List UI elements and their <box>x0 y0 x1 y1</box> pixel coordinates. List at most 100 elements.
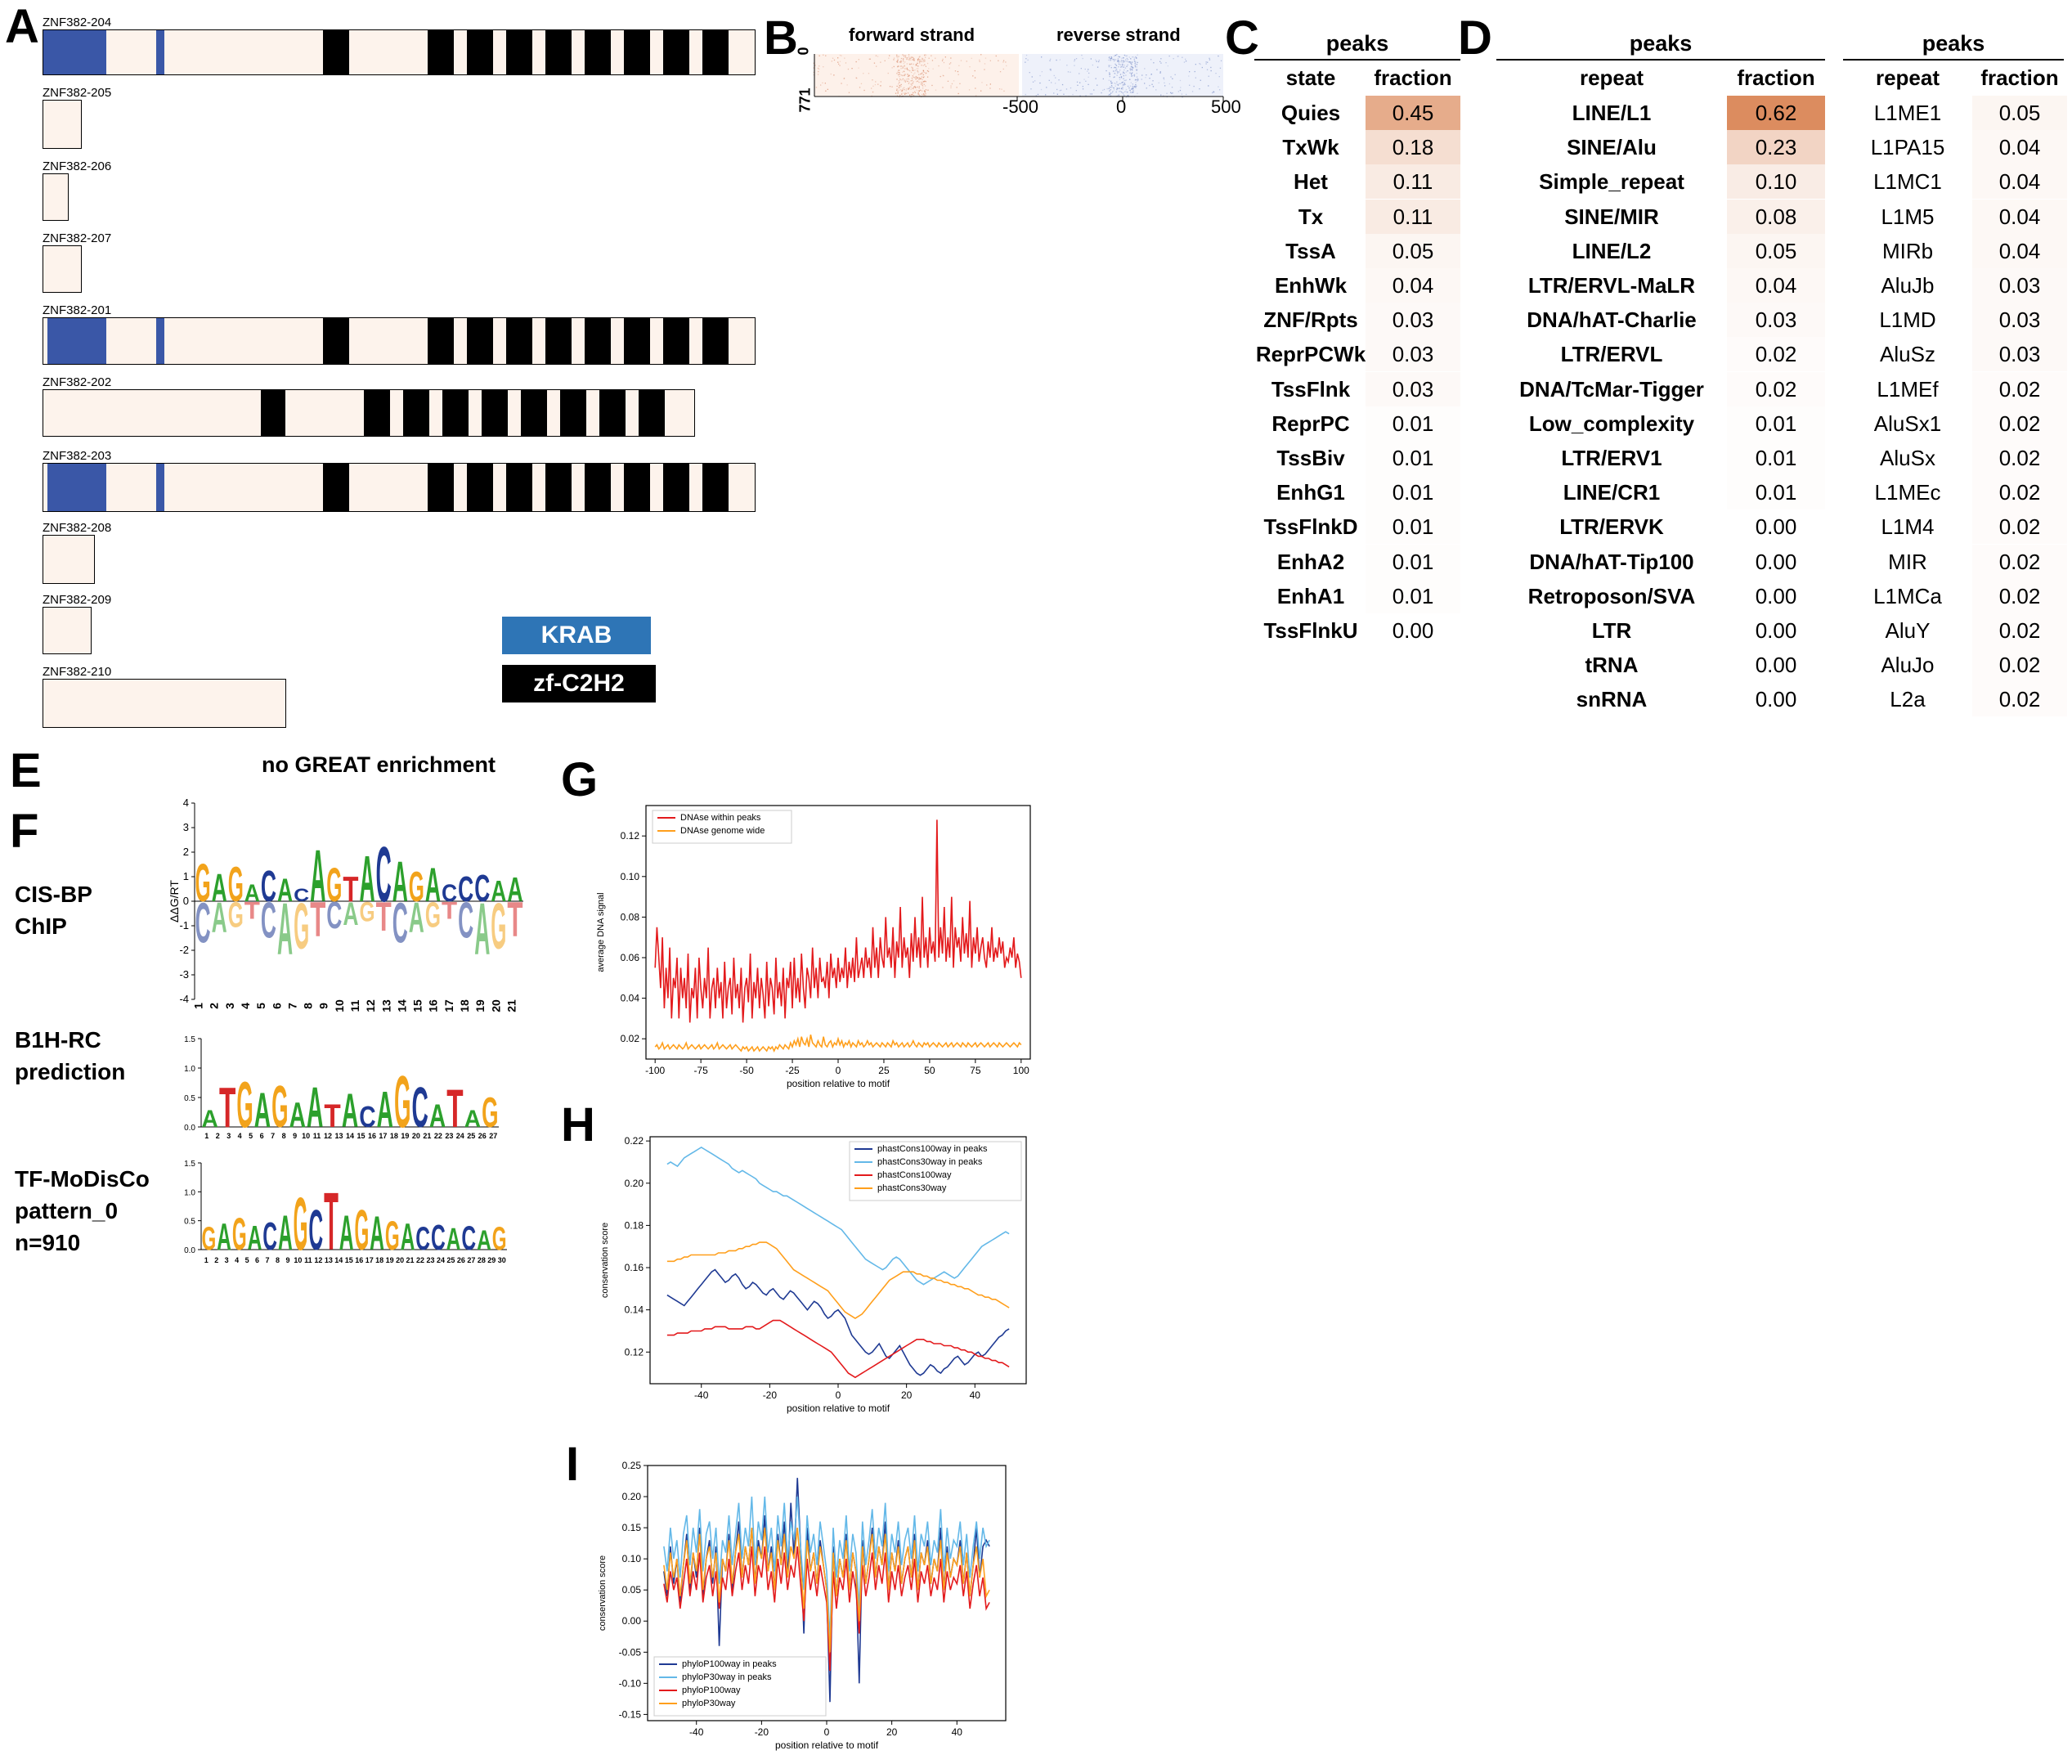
logo-letter-negative: T <box>442 898 457 925</box>
logo-letter: A <box>377 1082 393 1138</box>
logo-position: 5 <box>249 1132 253 1140</box>
zinc-finger-domain <box>428 30 454 74</box>
zinc-finger-domain <box>403 390 429 436</box>
isoform-name: ZNF382-205 <box>43 86 112 100</box>
table-row-label: LTR <box>1591 618 1632 643</box>
logo-position: 11 <box>348 999 361 1012</box>
table-column-header: state <box>1285 65 1336 90</box>
y-tick-label: 0.20 <box>625 1178 644 1189</box>
forward-strand-heatmap <box>814 54 1019 97</box>
great-enrichment-note: no GREAT enrichment <box>262 752 496 777</box>
table-row-value: 0.02 <box>1972 371 2067 406</box>
isoform-name: ZNF382-201 <box>43 303 112 317</box>
logo-letter: C <box>376 831 392 918</box>
logo-letter: C <box>359 1100 375 1133</box>
table-row-label: ReprPC <box>1271 411 1350 436</box>
logo-letter-negative: G <box>228 895 244 936</box>
table-row-value: 0.00 <box>1727 509 1825 545</box>
krab-domain <box>156 30 164 74</box>
y-tick-label: 0.06 <box>621 952 640 963</box>
logo-letter: T <box>219 1075 235 1139</box>
logo-position: 19 <box>401 1132 409 1140</box>
y-tick-label: -0.05 <box>619 1646 642 1658</box>
series-line <box>666 1241 1010 1319</box>
legend-box <box>652 810 792 844</box>
logo-letter-negative: T <box>310 892 325 947</box>
zinc-finger-domain <box>261 390 285 436</box>
table-row-value: 0.01 <box>1727 406 1825 441</box>
logo-position: 1 <box>192 1003 205 1009</box>
logo-letter: A <box>202 1106 218 1133</box>
dnase-signal-chart: -100 -75 -50 -25 0 25 50 75 100 0.02 0.04 0.06 0.08 0… <box>596 805 1031 1089</box>
x-tick-label: 0 <box>836 1389 841 1401</box>
table-row-label: L2a <box>1890 687 1926 712</box>
x-tick-label: 20 <box>901 1389 913 1401</box>
logo-position: 17 <box>442 999 455 1012</box>
zinc-finger-domain <box>585 30 611 74</box>
isoform-name: ZNF382-208 <box>43 521 112 535</box>
table-column-header: fraction <box>1737 65 1815 90</box>
zinc-finger-domain <box>663 318 689 364</box>
logo-position: 19 <box>386 1256 394 1264</box>
logo-letter-negative: G <box>425 895 441 936</box>
table-row-value: 0.00 <box>1727 648 1825 683</box>
table-header: peaks <box>1629 31 1693 56</box>
legend-label: phastCons30way <box>877 1183 947 1193</box>
logo-letter: A <box>392 850 408 913</box>
logo-position: 2 <box>214 1256 218 1264</box>
table-row-value: 0.04 <box>1727 268 1825 303</box>
zinc-finger-domain <box>639 390 665 436</box>
logo-letter: A <box>491 874 506 908</box>
logo-y-tick: -3 <box>179 968 189 981</box>
y-tick-label: -0.10 <box>619 1677 642 1689</box>
isoform-name: ZNF382-209 <box>43 593 112 607</box>
logo-letter-negative: A <box>409 894 424 941</box>
logo-position: 11 <box>313 1132 321 1140</box>
table-column-header: fraction <box>1980 65 2059 90</box>
logo-position: 7 <box>285 1003 298 1009</box>
logo-position: 21 <box>505 999 518 1012</box>
table-row-label: TssFlnkU <box>1263 618 1358 643</box>
logo-position: 3 <box>226 1132 231 1140</box>
logo-y-tick: -1 <box>179 919 189 931</box>
logo-position: 18 <box>375 1256 383 1264</box>
logo-position: 25 <box>446 1256 455 1264</box>
logo-letter-negative: C <box>261 893 276 949</box>
isoform-bar <box>43 245 82 293</box>
logo-letter-negative: C <box>195 891 211 954</box>
logo-letter-negative: C <box>326 894 342 936</box>
table-row-value: 0.01 <box>1366 475 1460 510</box>
logo-position: 23 <box>426 1256 434 1264</box>
logo-position: 3 <box>223 1003 236 1009</box>
logo-letter: A <box>342 1084 358 1138</box>
logo-position: 26 <box>478 1132 487 1140</box>
logo-y-tick: 0.5 <box>184 1094 195 1103</box>
logo-position: 4 <box>238 1132 242 1140</box>
table-row-value: 0.03 <box>1366 371 1460 406</box>
panel-label-f: F <box>10 805 39 858</box>
logo-y-tick: 0.0 <box>184 1124 195 1133</box>
x-tick-label: 20 <box>886 1726 898 1738</box>
table-row-value: 0.11 <box>1366 164 1460 200</box>
y-tick-label: 0.18 <box>625 1219 644 1231</box>
logo-letter: A <box>507 870 522 909</box>
table-row-value: 0.01 <box>1366 441 1460 475</box>
table-row-label: DNA/hAT-Charlie <box>1527 307 1697 333</box>
y-tick-label: 0.14 <box>625 1304 644 1316</box>
logo-position: 13 <box>325 1256 333 1264</box>
series-line <box>666 1268 1010 1376</box>
y-tick-label: 0.12 <box>625 1346 644 1358</box>
logo-position: 16 <box>427 999 440 1012</box>
zinc-finger-domain <box>428 318 454 364</box>
table-row-value: 0.02 <box>1972 406 2067 441</box>
logo-letter-negative: C <box>392 891 408 954</box>
logo-letter: G <box>409 864 424 911</box>
logo-letter-negative: T <box>507 892 522 947</box>
logo-position: 23 <box>445 1132 453 1140</box>
zf-c2h2-legend: zf-C2H2 <box>502 665 656 702</box>
table-row-label: L1MD <box>1879 307 1936 333</box>
x-tick-label: 75 <box>970 1065 981 1076</box>
logo-letter: G <box>228 857 244 912</box>
logo-letter: T <box>324 1176 339 1268</box>
logo-letter: A <box>277 873 293 909</box>
